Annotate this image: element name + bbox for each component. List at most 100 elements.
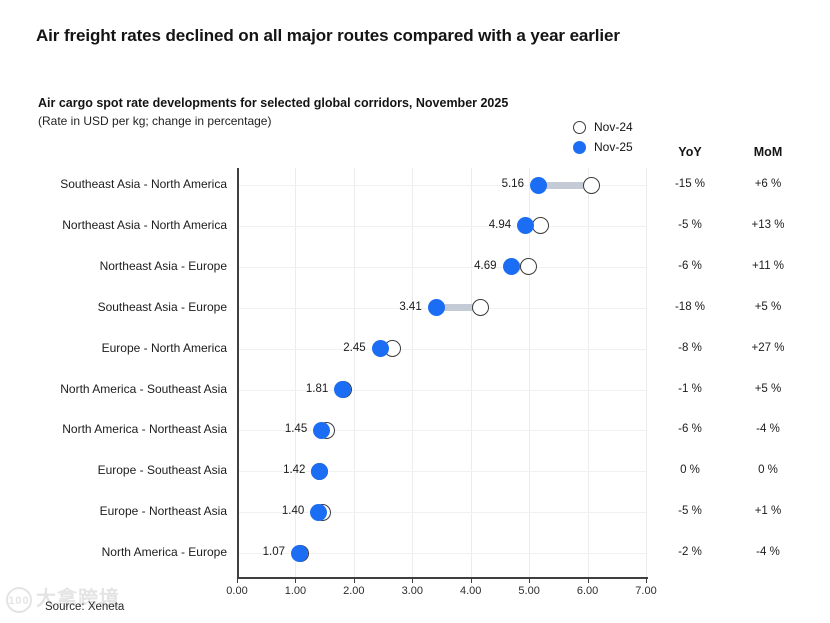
mom-value: +5 % (754, 382, 782, 395)
chart-subtitle-note: (Rate in USD per kg; change in percentag… (38, 114, 272, 128)
route-label: Europe - North America (101, 340, 227, 355)
y-axis-line (237, 168, 239, 577)
dumbbell-connector (511, 263, 529, 271)
yoy-value: -5 % (678, 218, 702, 231)
filled-circle-icon (573, 140, 586, 154)
nov25-value-label: 1.07 (262, 546, 286, 559)
mom-value: +27 % (751, 341, 785, 354)
grid-line-vertical (529, 168, 531, 577)
route-label: North America - Southeast Asia (60, 381, 227, 396)
x-axis-tick-label: 3.00 (401, 585, 423, 597)
x-axis-tick (646, 577, 647, 583)
nov25-marker (310, 503, 328, 521)
x-axis-tick-label: 2.00 (343, 585, 365, 597)
x-axis-tick (470, 577, 472, 583)
yoy-value: -6 % (678, 423, 702, 436)
x-axis-tick (353, 577, 355, 583)
watermark-text: 大拿跨境 (36, 588, 120, 610)
nov25-marker (517, 217, 535, 235)
mom-value: 0 % (758, 464, 778, 477)
nov25-marker (313, 421, 331, 439)
x-axis-tick-label: 0.00 (226, 585, 248, 597)
grid-line-horizontal (237, 471, 646, 473)
route-label: Europe - Northeast Asia (99, 504, 227, 519)
yoy-value: -15 % (674, 178, 706, 190)
legend-label-nov24: Nov-24 (594, 120, 633, 134)
watermark: 100 大拿跨境 (6, 582, 120, 613)
column-header-yoy: YoY (678, 145, 702, 159)
mom-value: +13 % (751, 218, 785, 231)
grid-line-vertical (587, 168, 589, 577)
mom-value: +11 % (751, 259, 785, 272)
yoy-value: -5 % (678, 505, 702, 518)
yoy-value: -8 % (678, 341, 702, 354)
dumbbell-connector (538, 181, 592, 189)
x-axis-tick (237, 577, 238, 583)
x-axis-tick (587, 577, 589, 583)
nov25-marker (529, 176, 547, 194)
nov25-value-label: 1.45 (284, 423, 308, 436)
grid-line-vertical (646, 168, 647, 577)
legend-item-nov24: Nov-24 (573, 117, 633, 137)
mom-value: +6 % (754, 178, 782, 190)
nov25-value-label: 3.41 (399, 300, 422, 313)
nov25-marker (371, 340, 389, 358)
legend-label-nov25: Nov-25 (594, 140, 633, 154)
grid-line-horizontal (237, 185, 646, 186)
route-label: Northeast Asia - Europe (99, 258, 227, 273)
yoy-value: -6 % (678, 259, 702, 272)
column-header-mom: MoM (753, 145, 783, 159)
yoy-value: -2 % (678, 546, 702, 559)
nov25-marker (291, 544, 309, 562)
grid-line-horizontal (237, 348, 646, 350)
nov25-value-label: 5.16 (501, 178, 524, 190)
nov24-marker (532, 217, 550, 235)
route-label: North America - Europe (101, 545, 227, 560)
legend-item-nov25: Nov-25 (573, 137, 633, 157)
nov25-value-label: 4.94 (488, 218, 512, 231)
grid-line-horizontal (237, 225, 646, 227)
nov24-marker (583, 176, 601, 194)
x-axis-tick-label: 6.00 (576, 585, 599, 597)
grid-line-vertical (295, 168, 297, 577)
watermark-badge-icon: 100 (6, 586, 32, 613)
chart-subtitle: Air cargo spot rate developments for sel… (38, 96, 509, 110)
x-axis-tick-label: 5.00 (518, 585, 540, 597)
chart-headline: Air freight rates declined on all major … (36, 26, 620, 45)
grid-line-vertical (412, 168, 414, 577)
x-axis-tick (412, 577, 414, 583)
nov24-marker (471, 299, 489, 317)
nov25-value-label: 2.45 (343, 341, 366, 354)
mom-value: +5 % (754, 300, 782, 313)
route-label: North America - Northeast Asia (62, 422, 227, 437)
nov25-marker (311, 462, 329, 480)
grid-line-vertical (470, 168, 472, 577)
grid-line-horizontal (237, 512, 646, 514)
x-axis-tick-label: 7.00 (635, 585, 657, 597)
x-axis-tick (295, 577, 297, 583)
nov25-value-label: 1.42 (283, 464, 306, 477)
nov25-marker (502, 258, 520, 276)
x-axis-tick (529, 577, 531, 583)
grid-line-horizontal (237, 430, 646, 432)
open-circle-icon (573, 120, 586, 134)
nov25-marker (427, 299, 445, 317)
x-axis-tick-label: 4.00 (459, 585, 482, 597)
mom-value: +1 % (754, 505, 782, 518)
route-label: Northeast Asia - North America (62, 217, 227, 232)
yoy-value: -18 % (674, 300, 706, 313)
route-label: Southeast Asia - Europe (97, 299, 227, 314)
nov24-marker (520, 258, 538, 276)
route-label: Europe - Southeast Asia (97, 463, 227, 478)
yoy-value: -1 % (678, 382, 702, 395)
source-note: Source: Xeneta (45, 601, 125, 613)
legend: Nov-24 Nov-25 (573, 117, 633, 157)
grid-line-vertical (353, 168, 355, 577)
yoy-value: 0 % (680, 464, 700, 477)
route-label: Southeast Asia - North America (60, 177, 227, 191)
grid-line-horizontal (237, 389, 646, 391)
mom-value: -4 % (756, 423, 780, 436)
mom-value: -4 % (756, 546, 780, 559)
grid-line-horizontal (237, 553, 646, 555)
